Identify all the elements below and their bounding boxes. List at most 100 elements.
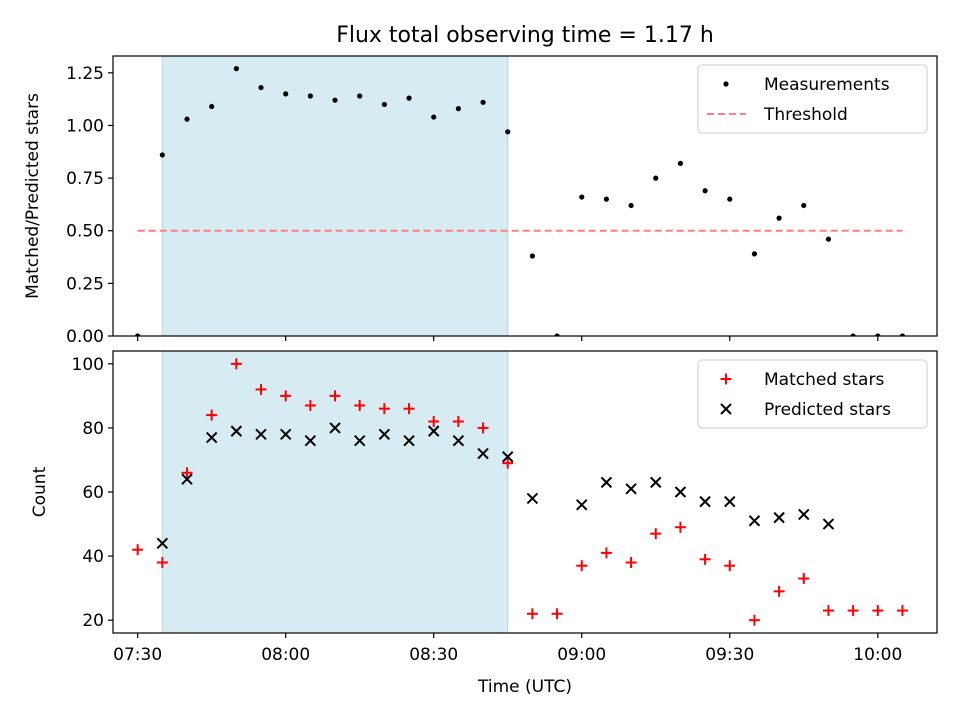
measurements-point [653, 175, 659, 181]
measurements-point [899, 333, 906, 336]
ratio-legend: Measurements Threshold [697, 64, 928, 134]
measurements-point [825, 236, 832, 242]
matched-stars-point [576, 560, 588, 572]
measurements-point [307, 93, 313, 99]
measurements-point [258, 84, 264, 91]
ratio-frame [112, 55, 938, 337]
x-tick-label: 09:00 [557, 645, 606, 665]
predicted-stars-point-b [428, 425, 440, 437]
predicted-stars-point [156, 537, 169, 549]
matched-stars-point [181, 467, 193, 479]
matched-stars-point [329, 390, 341, 402]
predicted-stars-point [452, 435, 465, 447]
count-plot-area [132, 358, 908, 626]
measurements-point [184, 116, 190, 122]
predicted-stars-point-b [230, 425, 243, 437]
matched-stars-point [230, 358, 242, 370]
matched-stars-point [428, 416, 440, 427]
predicted-stars-point [650, 476, 662, 489]
predicted-stars-point [798, 508, 810, 521]
predicted-stars-point-b [452, 435, 465, 447]
predicted-stars-point [576, 499, 588, 511]
matched-stars-point [847, 605, 859, 617]
figure-title: Flux total observing time = 1.17 h [336, 23, 714, 48]
predicted-stars-point [205, 431, 218, 444]
predicted-stars-point [699, 495, 711, 508]
measurements-point [603, 196, 610, 202]
predicted-stars-point [279, 428, 292, 441]
count-legend: Matched stars Predicted stars [697, 359, 928, 429]
predicted-stars-point-b [255, 428, 267, 441]
matched-stars-series [132, 358, 908, 626]
matched-stars-point [798, 573, 810, 585]
legend-predicted-stars-label: Predicted stars [764, 400, 891, 420]
count-panel: 20 40 60 80 100 07:30 08:00 08:30 09:00 09:30 10:0… [30, 350, 938, 665]
predicted-stars-point-b [378, 428, 391, 441]
matched-stars-point [896, 605, 908, 617]
predicted-stars-point [674, 486, 687, 498]
predicted-stars-point-b [798, 508, 810, 521]
measurements-point [801, 202, 807, 209]
predicted-stars-point-b [477, 447, 489, 460]
measurements-point [283, 91, 289, 97]
matched-stars-point [551, 608, 563, 620]
predicted-stars-point-b [699, 495, 711, 508]
legend-matched-stars-label: Matched stars [764, 370, 884, 390]
legend-measurements-label: Measurements [764, 75, 890, 95]
measurements-point [381, 101, 387, 108]
measurements-point [209, 103, 215, 110]
predicted-stars-point [378, 428, 391, 441]
predicted-stars-point-b [674, 486, 687, 498]
legend-matched-stars-swatch [720, 373, 732, 385]
measurements-point [751, 251, 758, 257]
matched-stars-point [650, 528, 662, 540]
predicted-stars-point-b [650, 476, 662, 489]
measurements-point [776, 215, 782, 221]
measurements-point [406, 95, 412, 101]
predicted-stars-point-b [181, 473, 193, 485]
predicted-stars-point-b [526, 492, 539, 505]
matched-stars-point [502, 457, 514, 469]
measurements-point [677, 160, 684, 166]
predicted-stars-point [353, 435, 366, 447]
matched-stars-point [477, 422, 489, 434]
matched-stars-point [255, 383, 267, 395]
matched-stars-point [872, 605, 884, 617]
x-tick-label: 08:00 [261, 645, 310, 665]
matched-stars-point [724, 560, 736, 572]
matched-stars-point [280, 390, 292, 402]
predicted-stars-point-b [279, 428, 292, 441]
measurements-point [159, 152, 165, 158]
ratio-y-tick-label: 0.75 [66, 169, 104, 189]
ratio-y-tick-label: 0.25 [66, 274, 104, 294]
predicted-stars-point [329, 422, 341, 434]
predicted-stars-series [156, 422, 835, 549]
predicted-stars-point [502, 451, 514, 463]
predicted-stars-point-b [353, 435, 366, 447]
predicted-stars-point-b [600, 476, 613, 489]
matched-stars-point [156, 557, 168, 568]
predicted-stars-point-b [329, 422, 341, 434]
predicted-stars-point [403, 435, 415, 447]
measurements-point [727, 196, 733, 202]
matched-stars-point [403, 403, 415, 415]
ratio-legend-box [697, 64, 928, 134]
predicted-stars-point-b [304, 435, 317, 447]
measurements-point [431, 114, 437, 120]
x-tick-label: 08:30 [409, 645, 458, 665]
predicted-stars-point [304, 435, 317, 447]
matched-stars-point [452, 416, 464, 427]
predicted-stars-point [181, 473, 193, 485]
measurements-point [850, 333, 856, 336]
ratio-y-tick-label: 1.25 [66, 64, 104, 84]
legend-measurements-swatch [723, 81, 729, 87]
predicted-stars-point-b [748, 515, 761, 527]
predicted-stars-point-b [822, 518, 835, 530]
measurements-point [505, 129, 511, 135]
predicted-stars-point-b [625, 483, 637, 495]
legend-predicted-stars-swatch [720, 403, 732, 415]
matched-stars-point [600, 547, 612, 559]
predicted-stars-point [255, 428, 267, 441]
measurements-point [628, 202, 634, 209]
predicted-stars-point-b [156, 537, 169, 549]
